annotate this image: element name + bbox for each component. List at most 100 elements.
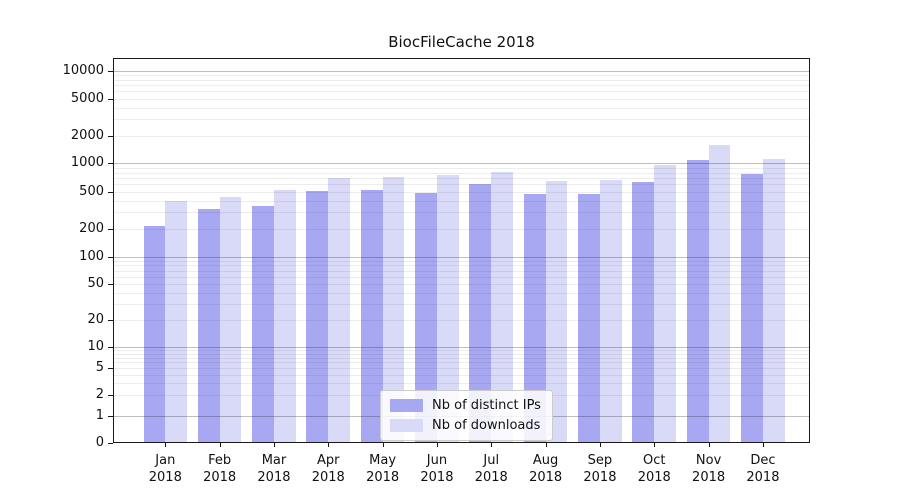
bar-downloads-jan (165, 200, 188, 443)
x-tick-year: 2018 (692, 470, 726, 485)
gridline-minor-90 (113, 260, 810, 262)
bar-distinct-ips-feb (197, 208, 220, 443)
x-tick-jul (491, 443, 493, 447)
bar-distinct-ips-aug (523, 194, 546, 443)
x-tick-label-may: May 2018 (355, 452, 411, 486)
x-tick-oct (654, 443, 656, 447)
x-tick-label-mar: Mar 2018 (246, 452, 302, 486)
bar-downloads-aug (545, 180, 568, 443)
bar-distinct-ips-may (360, 189, 383, 443)
y-tick-label-100: 100 (79, 248, 104, 264)
x-tick-feb (219, 443, 221, 447)
x-tick-month: May (369, 453, 397, 468)
x-tick-label-jan: Jan 2018 (137, 452, 193, 486)
gridline-major-10 (113, 347, 810, 349)
bar-distinct-ips-jun (415, 193, 437, 443)
y-tick-10000 (108, 70, 113, 72)
gridline-minor-700 (113, 177, 810, 179)
x-tick-aug (545, 443, 547, 447)
legend-label-downloads: Nb of downloads (432, 418, 541, 433)
y-tick-2000 (108, 135, 113, 137)
x-tick-year: 2018 (583, 470, 617, 485)
y-tick-20 (108, 319, 113, 321)
gridline-minor-5000 (113, 98, 810, 100)
gridline-minor-7000 (113, 84, 810, 86)
x-tick-jun (436, 443, 438, 447)
bar-downloads-mar (273, 190, 296, 443)
gridline-minor-4000 (113, 107, 810, 109)
x-tick-mar (273, 443, 275, 447)
gridline-minor-9000 (113, 74, 810, 76)
bar-distinct-ips-mar (252, 205, 274, 443)
x-tick-month: Mar (261, 453, 287, 468)
bar-downloads-feb (219, 196, 242, 443)
y-tick-0 (108, 443, 113, 444)
y-tick-label-1: 1 (95, 408, 104, 424)
gridline-minor-4 (113, 374, 810, 376)
bar-downloads-jun (436, 175, 459, 443)
y-tick-200 (108, 228, 113, 230)
gridline-minor-80 (113, 265, 810, 267)
bar-downloads-dec (762, 158, 785, 443)
x-tick-month: Jan (155, 453, 176, 468)
y-tick-label-10000: 10000 (62, 62, 104, 78)
gridline-minor-3 (113, 383, 810, 385)
legend-swatch-distinct-ips (390, 399, 423, 412)
y-tick-500 (108, 191, 113, 193)
y-tick-label-5000: 5000 (70, 90, 104, 106)
x-tick-year: 2018 (257, 470, 291, 485)
legend: Nb of distinct IPs Nb of downloads (380, 390, 553, 441)
gridline-minor-8 (113, 353, 810, 355)
gridline-minor-600 (113, 184, 810, 186)
x-tick-label-nov: Nov 2018 (681, 452, 737, 486)
bar-distinct-ips-jan (143, 225, 166, 443)
x-tick-month: Jun (426, 453, 448, 468)
y-tick-label-50: 50 (87, 275, 104, 291)
gridline-major-1000 (113, 163, 810, 165)
x-tick-month: Nov (695, 453, 722, 468)
bar-downloads-nov (708, 144, 731, 443)
x-tick-label-jun: Jun 2018 (409, 452, 465, 486)
gridline-minor-9 (113, 350, 810, 352)
bar-distinct-ips-nov (686, 160, 709, 443)
x-tick-dec (762, 443, 764, 447)
gridline-minor-800 (113, 172, 810, 174)
y-tick-label-2000: 2000 (70, 127, 104, 143)
y-tick-50 (108, 283, 113, 285)
x-tick-month: Apr (317, 453, 340, 468)
gridline-minor-200 (113, 228, 810, 230)
x-tick-label-sep: Sep 2018 (572, 452, 628, 486)
y-tick-5 (108, 367, 113, 369)
x-tick-month: Feb (208, 453, 232, 468)
x-tick-month: Dec (750, 453, 776, 468)
x-tick-may (382, 443, 384, 447)
y-tick-label-0: 0 (95, 435, 104, 450)
y-tick-label-10: 10 (87, 339, 104, 355)
x-tick-year: 2018 (203, 470, 237, 485)
y-tick-label-1000: 1000 (70, 155, 104, 171)
chart-title: BiocFileCache 2018 (388, 33, 535, 51)
x-tick-label-dec: Dec 2018 (735, 452, 791, 486)
gridline-minor-50 (113, 283, 810, 285)
bar-downloads-apr (328, 177, 351, 443)
gridline-minor-3000 (113, 119, 810, 121)
y-tick-1 (108, 416, 113, 418)
gridline-minor-2000 (113, 135, 810, 137)
y-tick-10 (108, 347, 113, 349)
bar-downloads-jul (491, 171, 514, 443)
bar-downloads-oct (654, 165, 677, 443)
x-tick-year: 2018 (474, 470, 508, 485)
gridline-minor-900 (113, 167, 810, 169)
gridline-minor-8000 (113, 79, 810, 81)
bar-distinct-ips-sep (578, 194, 600, 443)
bar-downloads-may (382, 176, 405, 443)
gridline-minor-30 (113, 303, 810, 305)
x-tick-year: 2018 (366, 470, 400, 485)
gridline-minor-5 (113, 367, 810, 369)
bar-distinct-ips-jul (469, 184, 492, 443)
x-tick-month: Jul (483, 453, 500, 468)
gridline-major-10000 (113, 70, 810, 72)
x-tick-month: Sep (587, 453, 613, 468)
y-tick-label-200: 200 (79, 220, 104, 236)
